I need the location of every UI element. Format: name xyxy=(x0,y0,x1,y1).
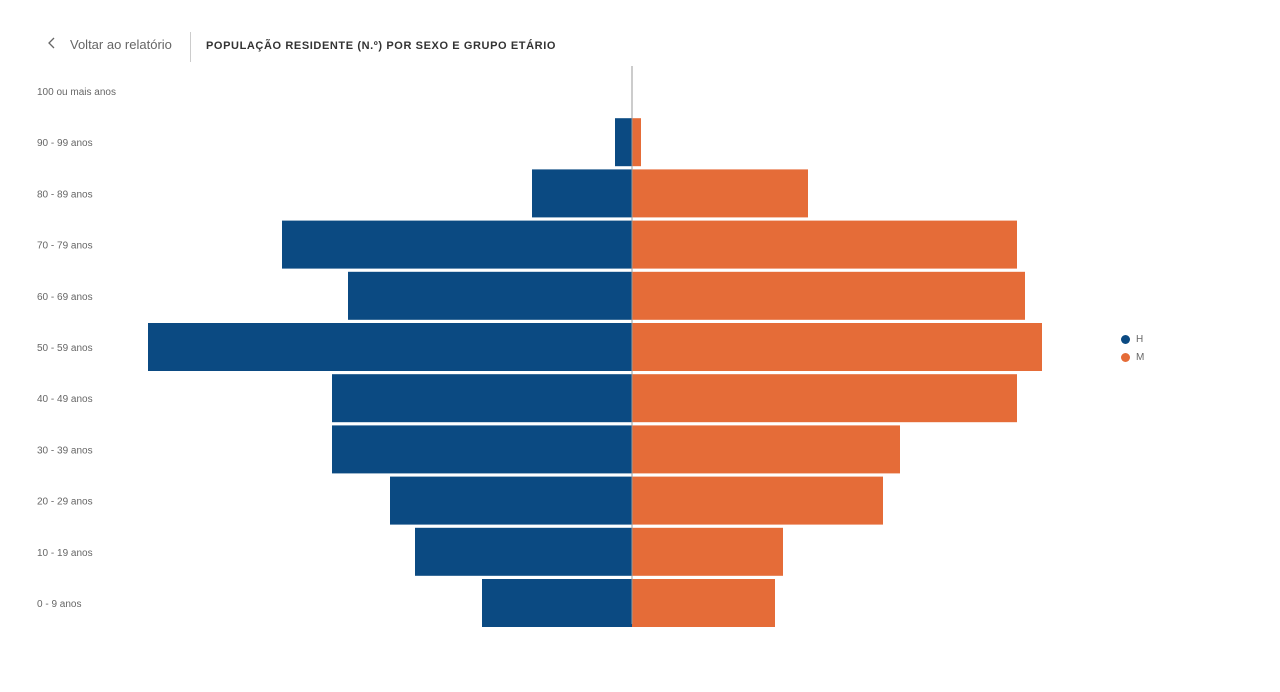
bar-h[interactable] xyxy=(532,169,632,218)
category-label: 60 - 69 anos xyxy=(37,292,93,303)
bar-m[interactable] xyxy=(632,476,883,525)
bar-m[interactable] xyxy=(632,220,1017,269)
bar-m[interactable] xyxy=(632,323,1042,371)
bar-h[interactable] xyxy=(332,374,632,423)
bar-m[interactable] xyxy=(632,118,641,167)
category-label: 30 - 39 anos xyxy=(37,445,93,456)
bar-h[interactable] xyxy=(148,323,632,371)
legend-label-m: M xyxy=(1136,351,1145,363)
legend-dot-h xyxy=(1121,334,1130,344)
bar-m[interactable] xyxy=(632,271,1025,320)
bar-m[interactable] xyxy=(632,169,808,218)
bar-h[interactable] xyxy=(415,527,632,576)
legend: H M xyxy=(1121,330,1144,366)
bar-m[interactable] xyxy=(632,374,1017,423)
chevron-left-icon xyxy=(48,37,56,52)
category-label: 20 - 29 anos xyxy=(37,497,93,508)
bar-h[interactable] xyxy=(282,220,632,269)
divider xyxy=(190,32,191,62)
category-label: 50 - 59 anos xyxy=(37,343,93,354)
category-label: 10 - 19 anos xyxy=(37,548,93,559)
category-label: 80 - 89 anos xyxy=(37,189,93,200)
bar-h[interactable] xyxy=(615,118,632,167)
category-label: 0 - 9 anos xyxy=(37,599,81,610)
bar-h[interactable] xyxy=(390,476,632,525)
bar-m[interactable] xyxy=(632,579,775,627)
back-label: Voltar ao relatório xyxy=(70,37,172,52)
bar-h[interactable] xyxy=(348,271,632,320)
legend-item-m[interactable]: M xyxy=(1121,348,1144,366)
category-label: 90 - 99 anos xyxy=(37,138,93,149)
page-title: POPULAÇÃO RESIDENTE (N.º) POR SEXO E GRU… xyxy=(206,40,557,52)
back-button[interactable]: Voltar ao relatório xyxy=(48,37,172,52)
legend-item-h[interactable]: H xyxy=(1121,330,1144,348)
legend-label-h: H xyxy=(1136,333,1144,345)
legend-dot-m xyxy=(1121,352,1130,362)
header: Voltar ao relatório POPULAÇÃO RESIDENTE … xyxy=(0,0,1280,80)
bar-m[interactable] xyxy=(632,425,900,474)
bar-m[interactable] xyxy=(632,527,783,576)
category-label: 70 - 79 anos xyxy=(37,241,93,252)
category-label: 100 ou mais anos xyxy=(37,87,116,98)
bar-h[interactable] xyxy=(332,425,632,474)
category-label: 40 - 49 anos xyxy=(37,394,93,405)
bar-h[interactable] xyxy=(482,579,632,627)
